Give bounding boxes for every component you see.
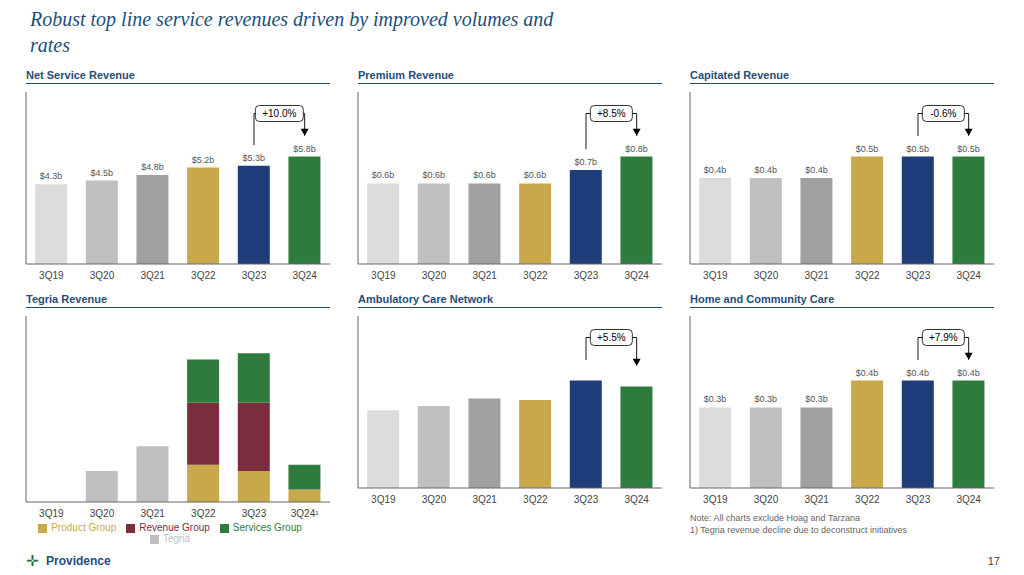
svg-text:3Q20: 3Q20: [754, 270, 779, 281]
svg-text:3Q19: 3Q19: [703, 270, 728, 281]
svg-text:3Q19: 3Q19: [703, 494, 728, 505]
svg-text:3Q19: 3Q19: [371, 494, 396, 505]
svg-text:$4.5b: $4.5b: [91, 168, 114, 178]
svg-text:$0.6b: $0.6b: [524, 170, 547, 180]
svg-text:3Q23: 3Q23: [906, 494, 931, 505]
svg-text:+5.5%: +5.5%: [597, 332, 626, 343]
svg-text:3Q24: 3Q24: [956, 494, 981, 505]
html-text:Providence: Providence: [46, 554, 111, 568]
svg-text:$0.6b: $0.6b: [473, 170, 496, 180]
svg-text:-0.6%: -0.6%: [930, 108, 956, 119]
svg-text:$5.2b: $5.2b: [192, 155, 215, 165]
svg-text:3Q21: 3Q21: [804, 494, 829, 505]
svg-text:$0.5b: $0.5b: [957, 144, 980, 154]
html-text:Tegria: Tegria: [162, 533, 191, 544]
html-text:Revenue Group: Revenue Group: [139, 522, 210, 533]
svg-text:3Q21: 3Q21: [140, 270, 165, 281]
html-text:Robust top line service revenu: Robust top line service revenues driven …: [30, 8, 554, 56]
svg-text:+10.0%: +10.0%: [262, 108, 296, 119]
svg-text:3Q24: 3Q24: [624, 494, 649, 505]
svg-text:3Q24: 3Q24: [956, 270, 981, 281]
svg-text:3Q19: 3Q19: [39, 270, 64, 281]
svg-text:$0.4b: $0.4b: [907, 368, 930, 378]
svg-text:3Q22: 3Q22: [855, 270, 880, 281]
html-text:17: 17: [987, 555, 1000, 567]
html-text:Net Service Revenue: Net Service Revenue: [26, 69, 135, 81]
svg-text:3Q21: 3Q21: [140, 508, 165, 519]
svg-text:$5.3b: $5.3b: [243, 153, 266, 163]
svg-text:3Q22: 3Q22: [191, 508, 216, 519]
svg-text:3Q23: 3Q23: [574, 270, 599, 281]
html-text:Services Group: Services Group: [232, 522, 302, 533]
svg-text:3Q23: 3Q23: [574, 494, 599, 505]
svg-text:3Q21: 3Q21: [804, 270, 829, 281]
svg-text:$4.3b: $4.3b: [40, 171, 63, 181]
svg-text:$0.7b: $0.7b: [575, 157, 598, 167]
svg-text:$5.8b: $5.8b: [293, 144, 316, 154]
svg-text:3Q20: 3Q20: [422, 270, 447, 281]
svg-text:3Q22: 3Q22: [523, 494, 548, 505]
svg-text:3Q20: 3Q20: [422, 494, 447, 505]
svg-text:$0.4b: $0.4b: [856, 368, 879, 378]
svg-text:3Q22: 3Q22: [855, 494, 880, 505]
svg-text:3Q23: 3Q23: [242, 508, 267, 519]
svg-text:+8.5%: +8.5%: [597, 108, 626, 119]
html-text:Home and Community Care: Home and Community Care: [690, 293, 835, 305]
svg-text:3Q21: 3Q21: [472, 270, 497, 281]
svg-text:3Q20: 3Q20: [90, 508, 115, 519]
svg-text:$0.3b: $0.3b: [805, 394, 828, 404]
svg-text:3Q24: 3Q24: [624, 270, 649, 281]
svg-text:$0.5b: $0.5b: [856, 144, 879, 154]
html-text:Note: All charts exclude Hoag: Note: All charts exclude Hoag and Tarzan…: [690, 513, 907, 535]
svg-text:+7.9%: +7.9%: [929, 332, 958, 343]
svg-text:$4.8b: $4.8b: [141, 162, 164, 172]
svg-text:$0.5b: $0.5b: [907, 144, 930, 154]
html-text:Ambulatory Care Network: Ambulatory Care Network: [358, 293, 494, 305]
svg-text:$0.6b: $0.6b: [423, 170, 446, 180]
svg-text:$0.8b: $0.8b: [625, 144, 648, 154]
svg-text:$0.3b: $0.3b: [755, 394, 778, 404]
svg-text:3Q24¹: 3Q24¹: [291, 508, 319, 519]
svg-text:3Q23: 3Q23: [906, 270, 931, 281]
html-text:Product Group: Product Group: [51, 522, 117, 533]
html-text:Tegria Revenue: Tegria Revenue: [26, 293, 108, 305]
html-text:Premium Revenue: Premium Revenue: [358, 69, 454, 81]
svg-text:3Q20: 3Q20: [90, 270, 115, 281]
svg-text:$0.4b: $0.4b: [957, 368, 980, 378]
svg-text:3Q20: 3Q20: [754, 494, 779, 505]
svg-text:3Q19: 3Q19: [371, 270, 396, 281]
svg-text:3Q21: 3Q21: [472, 494, 497, 505]
svg-text:3Q24: 3Q24: [292, 270, 317, 281]
svg-text:$0.4b: $0.4b: [704, 165, 727, 175]
svg-text:$0.3b: $0.3b: [704, 394, 727, 404]
svg-text:3Q22: 3Q22: [523, 270, 548, 281]
html-text:Capitated Revenue: Capitated Revenue: [690, 69, 789, 81]
svg-text:3Q22: 3Q22: [191, 270, 216, 281]
svg-text:3Q19: 3Q19: [39, 508, 64, 519]
svg-text:$0.4b: $0.4b: [755, 165, 778, 175]
svg-text:$0.4b: $0.4b: [805, 165, 828, 175]
svg-text:3Q23: 3Q23: [242, 270, 267, 281]
svg-text:$0.6b: $0.6b: [372, 170, 395, 180]
